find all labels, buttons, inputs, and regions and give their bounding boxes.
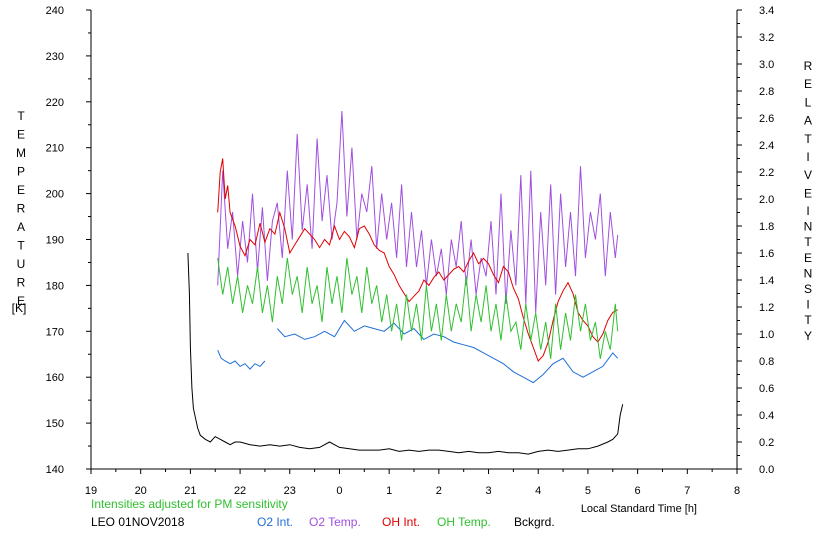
left-tick-label: 140 <box>46 464 64 476</box>
x-tick-label: 6 <box>635 485 641 497</box>
x-tick-label: 19 <box>85 485 97 497</box>
right-axis-label-letter: E <box>804 186 812 200</box>
right-axis-label-letter: Y <box>804 329 812 343</box>
right-tick-label: 1.6 <box>759 248 774 260</box>
left-tick-label: 190 <box>46 235 64 247</box>
right-tick-label: 1.4 <box>759 275 774 287</box>
right-axis-label-letter: E <box>804 251 812 265</box>
legend-layer: Intensities adjusted for PM sensitivity L… <box>91 497 555 529</box>
series-line-o2-int <box>217 350 266 370</box>
series-line-o2-temp <box>217 110 619 313</box>
left-tick-label: 160 <box>46 372 64 384</box>
x-tick-label: 22 <box>234 485 246 497</box>
right-tick-label: 0.0 <box>759 464 774 476</box>
x-tick-label: 5 <box>585 485 591 497</box>
legend-item-bckgrd: Bckgrd. <box>514 515 555 529</box>
right-tick-label: 2.8 <box>759 86 774 98</box>
left-axis-label-letter: R <box>17 276 26 290</box>
right-axis-label-letter: R <box>804 59 813 73</box>
right-axis-label-letter: L <box>805 95 812 109</box>
right-axis-label-letter: I <box>806 204 809 218</box>
right-axis-label-letter: A <box>804 114 812 128</box>
right-tick-label: 1.2 <box>759 302 774 314</box>
left-tick-label: 230 <box>46 51 64 63</box>
left-tick-label: 210 <box>46 143 64 155</box>
right-tick-label: 0.4 <box>759 410 774 422</box>
x-tick-label: 3 <box>485 485 491 497</box>
left-axis-label-letter: M <box>16 146 26 160</box>
right-tick-label: 1.0 <box>759 329 774 341</box>
right-axis-label-letter: V <box>804 168 812 182</box>
right-tick-label: 3.2 <box>759 32 774 44</box>
legend-item-o2-int: O2 Int. <box>257 515 293 529</box>
sensitivity-note: Intensities adjusted for PM sensitivity <box>91 497 288 511</box>
left-tick-label: 200 <box>46 189 64 201</box>
right-axis-label-letter: I <box>806 150 809 164</box>
right-tick-label: 0.6 <box>759 383 774 395</box>
right-axis-label-letter: N <box>804 220 813 234</box>
right-tick-label: 2.4 <box>759 140 774 152</box>
right-tick-label: 0.8 <box>759 356 774 368</box>
x-tick-label: 2 <box>436 485 442 497</box>
right-tick-label: 0.2 <box>759 437 774 449</box>
series-line-bckgrd <box>187 252 624 455</box>
right-tick-label: 2.6 <box>759 113 774 125</box>
series-layer <box>187 110 624 455</box>
station-label: LEO 01NOV2018 <box>91 515 185 529</box>
x-tick-label: 1 <box>386 485 392 497</box>
right-axis-label-letter: N <box>804 266 813 280</box>
left-axis-label-letter: T <box>17 239 25 253</box>
x-tick-label: 0 <box>336 485 342 497</box>
left-axis-label-letter: E <box>17 183 25 197</box>
left-axis-label-letter: R <box>17 202 26 216</box>
left-axis-label-letter: P <box>17 165 25 179</box>
right-axis-label-letter: E <box>804 77 812 91</box>
left-axis-label-letter: E <box>17 128 25 142</box>
left-tick-label: 220 <box>46 97 64 109</box>
x-tick-label: 23 <box>284 485 296 497</box>
series-line-o2-int <box>276 319 619 384</box>
series-line-oh-int <box>217 158 618 362</box>
legend-item-o2-temp: O2 Temp. <box>309 515 361 529</box>
right-tick-label: 2.2 <box>759 167 774 179</box>
right-axis-label-letter: T <box>804 235 812 249</box>
x-tick-label: 7 <box>684 485 690 497</box>
right-axis-label-letter: S <box>804 282 812 296</box>
legend-item-oh-temp: OH Temp. <box>437 515 491 529</box>
left-axis-label-letter: E <box>17 294 25 308</box>
x-axis-label: Local Standard Time [h] <box>581 503 697 515</box>
left-axis-label-letter: A <box>17 220 25 234</box>
right-axis-label-letter: T <box>804 313 812 327</box>
x-tick-label: 21 <box>184 485 196 497</box>
x-tick-label: 20 <box>135 485 147 497</box>
legend-item-oh-int: OH Int. <box>382 515 420 529</box>
left-axis-label-letter: T <box>17 109 25 123</box>
x-tick-label: 8 <box>734 485 740 497</box>
x-tick-label: 4 <box>535 485 541 497</box>
series-line-oh-temp <box>217 257 619 359</box>
right-axis-label-letter: T <box>804 132 812 146</box>
left-axis-label-letter: U <box>17 257 26 271</box>
left-tick-label: 170 <box>46 326 64 338</box>
left-axis-unit: [K] <box>12 301 27 315</box>
left-tick-label: 240 <box>46 5 64 17</box>
left-tick-label: 180 <box>46 280 64 292</box>
right-tick-label: 3.4 <box>759 5 774 17</box>
left-tick-label: 150 <box>46 418 64 430</box>
axis-layer: 1401501601701801902002102202302400.00.20… <box>12 5 813 515</box>
right-tick-label: 2.0 <box>759 194 774 206</box>
right-axis-label-letter: I <box>806 298 809 312</box>
right-tick-label: 3.0 <box>759 59 774 71</box>
right-tick-label: 1.8 <box>759 221 774 233</box>
